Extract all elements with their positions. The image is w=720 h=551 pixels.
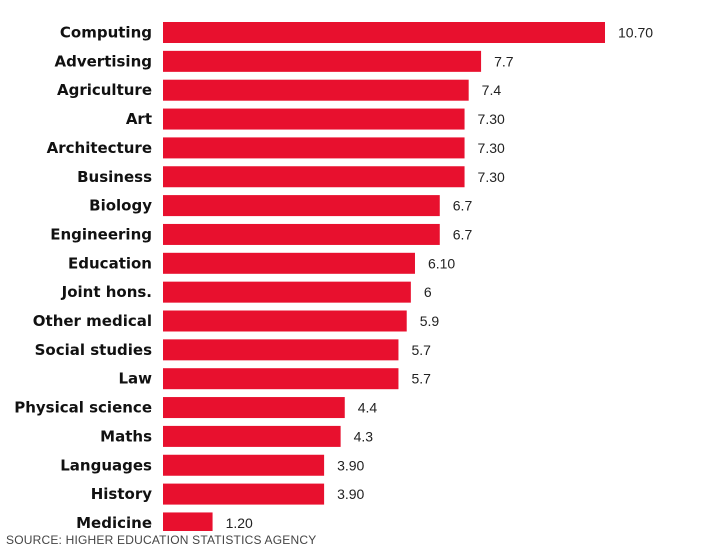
category-label: Languages [60,456,152,474]
category-label: Other medical [33,312,152,330]
category-label: Architecture [47,139,152,157]
category-label: Business [77,168,152,186]
value-label: 5.7 [411,342,431,358]
bar [163,425,341,447]
bar [163,252,415,274]
value-label: 6.7 [453,226,473,242]
value-label: 7.30 [478,140,505,156]
bar [163,50,482,72]
bar [163,166,465,188]
bar [163,137,465,159]
value-label: 7.30 [478,111,505,127]
category-label: Law [118,370,152,388]
value-label: 10.70 [618,25,653,41]
bar [163,483,325,505]
bar [163,339,399,361]
value-label: 1.20 [226,515,253,531]
bar [163,108,465,130]
value-label: 3.90 [337,486,364,502]
value-label: 6 [424,284,432,300]
source-note: SOURCE: HIGHER EDUCATION STATISTICS AGEN… [6,533,317,547]
value-label: 7.4 [482,82,502,98]
value-label: 7.30 [478,169,505,185]
value-label: 7.7 [494,53,514,69]
bar [163,79,469,101]
value-label: 6.10 [428,255,455,271]
category-label: Advertising [55,52,153,70]
bar [163,195,440,217]
category-label: Computing [60,24,152,42]
category-label: Medicine [76,514,152,531]
value-label: 4.3 [354,428,374,444]
bar [163,281,411,303]
bar [163,223,440,245]
bar [163,310,407,332]
bar [163,454,325,476]
category-label: Engineering [50,225,152,243]
value-label: 5.9 [420,313,440,329]
category-label: Joint hons. [61,283,152,301]
category-label: Art [126,110,152,128]
category-label: Agriculture [57,81,152,99]
value-label: 5.7 [411,371,431,387]
value-label: 4.4 [358,400,378,416]
category-label: History [91,485,152,503]
bar-chart: Computing 10.70 Advertising 7.7 Agriculture 7… [14,22,653,531]
category-label: Biology [89,197,152,215]
category-label: Physical science [14,399,152,417]
bar [163,512,213,531]
bar [163,22,605,43]
bar [163,368,399,390]
value-label: 3.90 [337,457,364,473]
category-label: Maths [100,427,152,445]
category-label: Education [68,254,152,272]
bar [163,397,345,419]
category-label: Social studies [35,341,152,359]
value-label: 6.7 [453,198,473,214]
bars-layer: Computing 10.70 Advertising 7.7 Agriculture 7… [14,22,653,531]
